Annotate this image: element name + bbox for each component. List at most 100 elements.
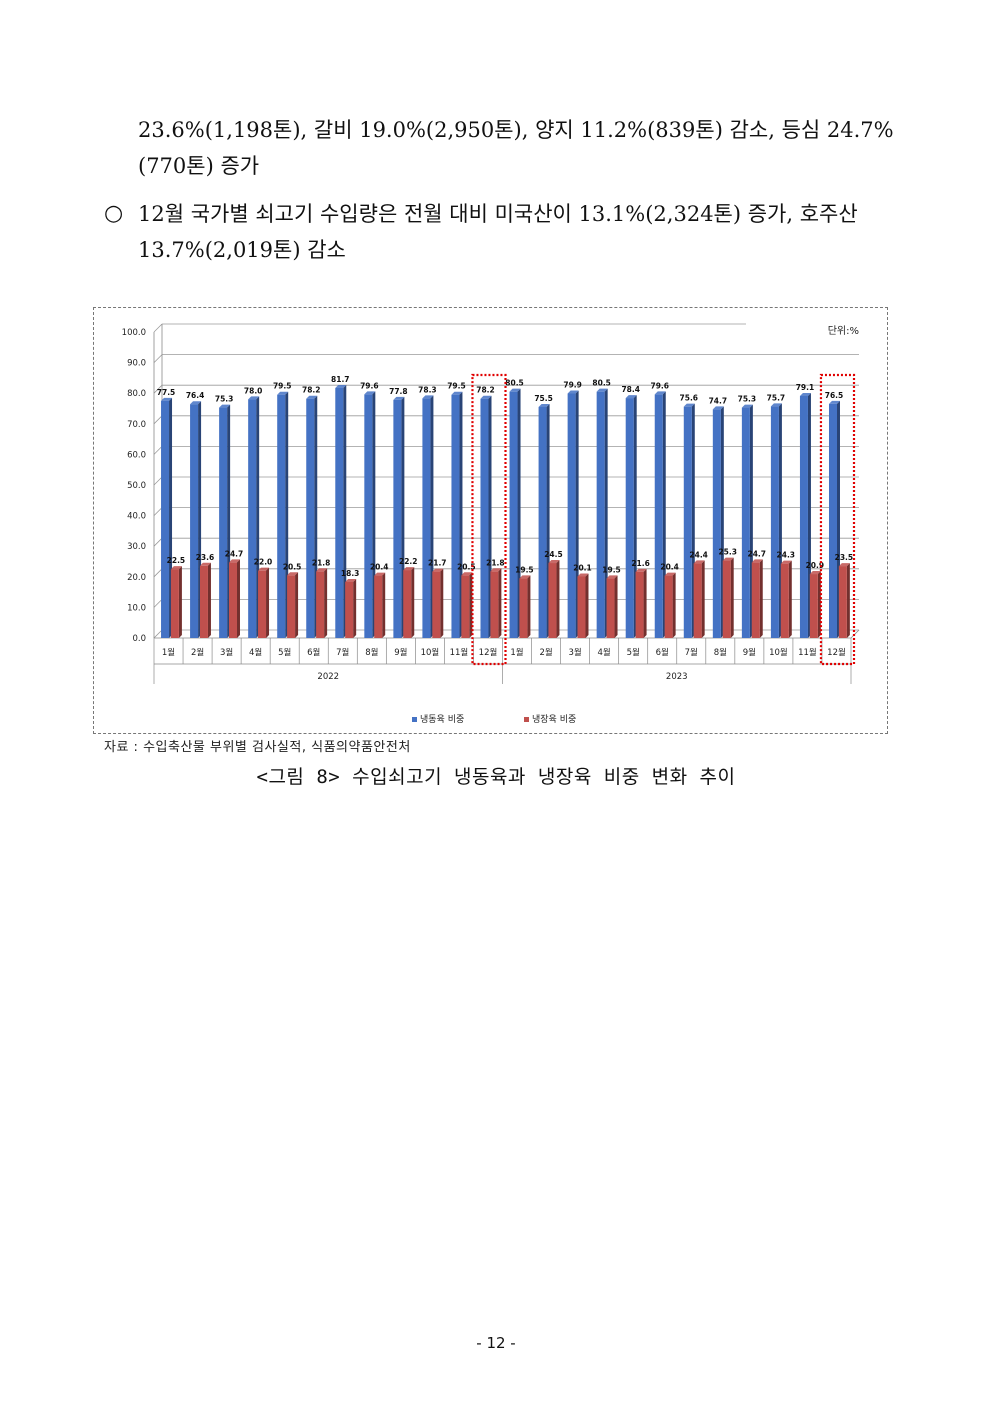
bar-frozen [654,391,666,638]
data-label-frozen: 75.5 [534,394,553,403]
bar-top [161,397,173,401]
bar-side [614,575,618,638]
y-tick-label: 50.0 [127,481,146,491]
x-category-label: 9월 [394,647,407,658]
data-label-frozen: 79.5 [273,382,292,391]
x-category-label: 4월 [249,647,262,658]
highlight-boxes [471,373,856,666]
data-labels: 77.5 76.4 75.3 78.0 79.5 78.2 81.7 79.6 77.8 78.3… [157,375,853,578]
x-category-label: 3월 [568,647,581,658]
gridline-diag [153,323,163,333]
bar-side [788,560,792,638]
gridline-diag [153,599,163,608]
bar-frozen [248,396,260,638]
bar-chilled [577,573,589,638]
bar-front [722,560,731,638]
bar-top [567,390,579,394]
bar-frozen [277,391,289,638]
bar-side [498,568,502,638]
bar-side [207,562,211,638]
gridline-diag [153,629,163,639]
bar-front [228,562,237,638]
bar-front [751,562,760,638]
x-category-label: 2월 [539,647,552,658]
bar-top [538,403,550,407]
bar-chilled [635,568,647,638]
bar-front [219,407,228,638]
bar-chilled [751,559,763,638]
bar-chilled [374,572,386,638]
data-label-chilled: 22.5 [167,556,186,565]
bar-side [295,572,299,638]
data-label-frozen: 75.3 [215,395,234,404]
x-category-label: 6월 [656,647,669,658]
chart-frame: 0.0 10.0 20.0 30.0 40.0 50.0 60.0 70.0 80.0 90.0 1… [93,307,888,734]
data-label-chilled: 20.4 [660,563,679,572]
bar-frozen [335,384,347,638]
gridline-diag [153,568,163,578]
bar-top [780,560,792,564]
bar-front [780,563,789,638]
y-tick-label: 70.0 [127,420,146,430]
bar-top [335,384,347,388]
figure-caption: <그림 8> 수입쇠고기 냉동육과 냉장육 비중 변화 추이 [256,766,736,788]
bar-front [838,566,847,638]
data-label-chilled: 20.5 [283,562,302,571]
gridline-diag [153,384,163,394]
bar-front [664,575,673,638]
bar-front [287,575,296,638]
data-label-frozen: 77.5 [157,388,176,397]
bar-top [751,559,763,563]
bar-front [683,406,692,638]
x-category-label: 1월 [510,647,523,658]
bar-front [170,569,179,638]
bar-front [519,578,528,638]
bar-top [838,563,850,567]
bar-frozen [538,403,550,638]
data-label-frozen: 76.4 [186,391,205,400]
bar-chilled [403,567,415,638]
bar-top [422,395,434,399]
x-category-label: 1월 [162,647,175,658]
data-label-frozen: 78.2 [302,386,321,395]
bar-chilled [490,568,502,638]
bar-chilled [258,567,270,638]
y-tick-label: 90.0 [127,359,146,369]
data-label-frozen: 80.5 [592,379,611,388]
x-category-label: 7월 [685,647,698,658]
bar-chilled [228,559,240,638]
x-category-label: 11월 [798,647,817,658]
bar-top [654,391,666,395]
bar-front [693,563,702,638]
data-label-frozen: 79.6 [650,381,669,390]
bar-front [258,570,267,638]
bar-chilled [838,563,850,638]
paragraph-1-text: 23.6%(1,198톤), 갈비 19.0%(2,950톤), 양지 11.2… [138,118,894,178]
bar-side [730,557,734,638]
data-label-frozen: 78.4 [621,385,640,394]
bar-side [440,568,444,638]
data-label-chilled: 21.8 [312,558,331,567]
bar-frozen [393,396,405,638]
bar-front [654,394,663,638]
x-category-label: 2월 [191,647,204,658]
bar-side [556,560,560,638]
x-category-label: 8월 [714,647,727,658]
bar-top [287,572,299,576]
bar-chilled [316,568,328,638]
bar-front [335,387,344,638]
bar-frozen [509,388,521,638]
x-category-label: 10월 [421,647,440,658]
bar-top [461,572,473,576]
y-tick-label: 20.0 [127,573,146,583]
bar-front [809,574,818,638]
data-label-chilled: 20.5 [457,562,476,571]
bar-front [741,407,750,638]
bar-front [190,404,199,638]
bar-side [343,384,347,638]
bar-front [509,391,518,638]
bar-side [353,579,357,638]
data-label-frozen: 80.5 [505,379,524,388]
y-tick-label: 10.0 [127,603,146,613]
x-group-label: 2022 [317,672,339,682]
